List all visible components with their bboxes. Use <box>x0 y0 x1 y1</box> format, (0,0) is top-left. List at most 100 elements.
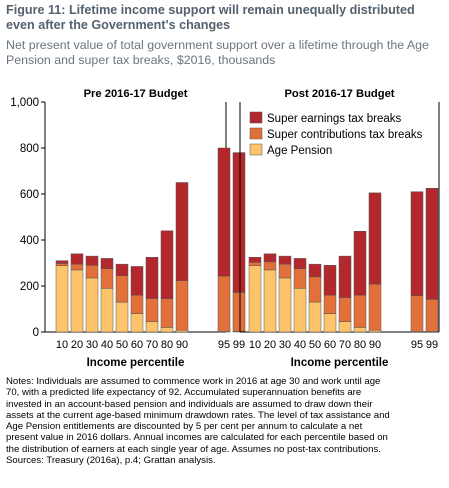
bar-segment <box>217 275 231 332</box>
panel-title: Pre 2016-17 Budget <box>84 88 188 100</box>
bar-segment <box>160 298 174 328</box>
y-tick-label: 0 <box>33 327 39 339</box>
bar-segment <box>338 255 352 298</box>
figure-subtitle: Net present value of total government su… <box>6 38 429 67</box>
x-tick-label: 30 <box>86 339 98 351</box>
bar-segment <box>70 263 84 271</box>
panel-title: Post 2016-17 Budget <box>284 88 394 100</box>
bar-segment <box>308 276 322 303</box>
x-tick-label: 50 <box>116 339 128 351</box>
x-axis-title: Income percentile <box>291 357 389 369</box>
bar-segment <box>248 262 262 267</box>
bar-segment <box>278 263 292 279</box>
x-tick-label: 10 <box>56 339 68 351</box>
bar-segment <box>248 257 262 263</box>
bar-segment <box>410 191 424 296</box>
bar-segment <box>338 297 352 322</box>
x-tick-label: 95 <box>411 339 423 351</box>
bar-segment <box>263 253 277 263</box>
bar-segment <box>145 257 159 299</box>
x-tick-label: 70 <box>339 339 351 351</box>
bar-segment <box>353 327 367 333</box>
bar-segment <box>338 321 352 333</box>
notes-line: the distribution of earners at each sing… <box>6 443 381 455</box>
notes-line: Sources: Treasury (2016a), p.4; Grattan … <box>6 455 216 467</box>
bar-segment <box>175 280 189 331</box>
x-tick-label: 10 <box>249 339 261 351</box>
legend-swatch <box>249 111 263 124</box>
y-tick-label: 1,000 <box>10 97 39 109</box>
bar-segment <box>293 268 307 289</box>
bar-segment <box>323 294 337 314</box>
bar-segment <box>55 260 69 264</box>
bar-segment <box>130 294 144 314</box>
x-tick-label: 40 <box>294 339 306 351</box>
notes-line: Age Pension entitlements are discounted … <box>6 421 363 433</box>
bar-segment <box>293 258 307 269</box>
bar-segment <box>175 329 189 333</box>
bar-segment <box>130 313 144 333</box>
y-tick-label: 200 <box>20 281 39 293</box>
bar-segment <box>115 263 129 276</box>
notes-line: present value in 2016 dollars. Annual in… <box>6 432 388 444</box>
bar-segment <box>232 292 246 332</box>
x-tick-label: 99 <box>426 339 438 351</box>
bar-segment <box>160 230 174 299</box>
y-tick-label: 400 <box>20 235 39 247</box>
bar-segment <box>145 321 159 333</box>
bar-segment <box>100 258 114 269</box>
bar-segment <box>353 294 367 328</box>
chart-notes: Notes: Individuals are assumed to commen… <box>6 376 446 466</box>
bar-segment <box>160 327 174 333</box>
figure-title: Figure 11: Lifetime income support will … <box>6 3 415 32</box>
x-tick-label: 60 <box>131 339 143 351</box>
y-tick-label: 600 <box>20 189 39 201</box>
bar-segment <box>70 269 84 333</box>
bar-segment <box>263 269 277 333</box>
bar-segment <box>425 188 439 300</box>
bar-segment <box>353 231 367 296</box>
bar-segment <box>217 147 231 277</box>
bar-segment <box>175 182 189 281</box>
bar-segment <box>248 265 262 333</box>
bar-segment <box>425 299 439 332</box>
bar-segment <box>55 265 69 333</box>
x-tick-label: 30 <box>279 339 291 351</box>
bar-segment <box>115 275 129 303</box>
bar-segment <box>368 283 382 331</box>
legend-label: Age Pension <box>267 145 332 157</box>
x-tick-label: 20 <box>264 339 276 351</box>
bar-segment <box>100 288 114 333</box>
x-tick-label: 80 <box>161 339 173 351</box>
bar-segment <box>85 255 99 266</box>
bar-segment <box>55 263 69 267</box>
x-tick-label: 20 <box>71 339 83 351</box>
bar-segment <box>130 266 144 296</box>
bar-segment <box>323 265 337 296</box>
y-tick-label: 800 <box>20 143 39 155</box>
bar-segment <box>115 301 129 333</box>
x-tick-label: 95 <box>218 339 230 351</box>
x-tick-label: 50 <box>309 339 321 351</box>
bar-segment <box>368 192 382 285</box>
bar-segment <box>278 277 292 333</box>
x-tick-label: 40 <box>101 339 113 351</box>
bar-segment <box>145 298 159 322</box>
bar-segment <box>278 255 292 265</box>
bar-segment <box>323 313 337 333</box>
bar-segment <box>85 277 99 333</box>
bar-segment <box>308 301 322 333</box>
bar-segment <box>70 253 84 265</box>
notes-line: Notes: Individuals are assumed to commen… <box>6 376 381 387</box>
legend-label: Super contributions tax breaks <box>267 129 423 141</box>
bar-segment <box>85 265 99 279</box>
bar-segment <box>100 268 114 289</box>
notes-line: assets at the current age-based minimum … <box>6 409 390 421</box>
legend-swatch <box>249 127 263 140</box>
notes-line: 70, with a predicted life expectancy of … <box>6 387 362 399</box>
x-tick-label: 90 <box>369 339 381 351</box>
bar-segment <box>232 152 246 293</box>
bar-segment <box>410 295 424 332</box>
legend-swatch <box>249 143 263 156</box>
bar-segment <box>308 263 322 278</box>
